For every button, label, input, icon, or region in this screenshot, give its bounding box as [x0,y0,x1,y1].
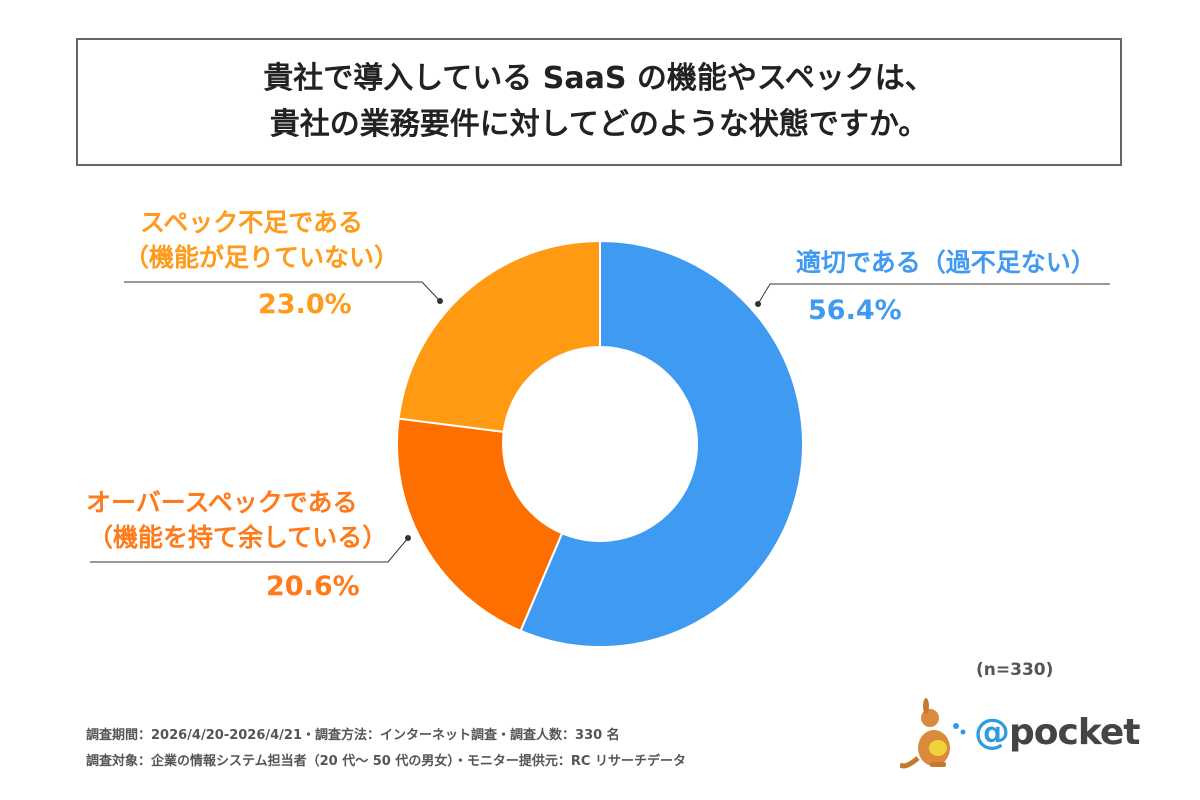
footer-survey-info: 調査期間：2026/4/20-2026/4/21・調査方法：インターネット調査・… [86,728,620,743]
chart-title-box: 貴社で導入している SaaS の機能やスペックは、 貴社の業務要件に対してどのよ… [76,38,1122,166]
pocket-logo-word: pocket [1009,712,1140,753]
slice-value-insufficient: 23.0% [258,289,352,320]
leader-appropriate-dot [755,301,761,307]
chart-title-line-2: 貴社の業務要件に対してどのような状態ですか。 [269,107,929,142]
slice-label-overspec-line2: （機能を持て余している） [88,523,388,552]
pocket-logo: @pocket [897,696,1140,776]
slice-appropriate [519,239,804,648]
kangaroo-icon [897,698,966,769]
leader-appropriate [757,283,1110,305]
leader-insufficient [124,281,441,302]
slice-label-overspec-line1: オーバースペックである [86,488,358,517]
slice-value-overspec: 20.6% [266,571,360,602]
leader-overspec-dot [405,535,411,541]
leader-insufficient-dot [437,298,443,304]
slice-label-appropriate: 適切である（過不足ない） [796,248,1096,277]
slice-value-appropriate: 56.4% [808,295,902,326]
chart-title-line-1: 貴社で導入している SaaS の機能やスペックは、 [263,61,935,96]
pocket-logo-at: @ [974,712,1010,753]
slice-insufficient [397,239,601,433]
footer-survey-target: 調査対象：企業の情報システム担当者（20 代～ 50 代の男女）・モニター提供元… [86,754,686,769]
sample-size: (n=330) [976,660,1054,680]
slice-label-insufficient-line2: （機能が足りていない） [124,243,400,272]
leader-overspec [90,537,409,563]
slice-overspec [396,417,564,633]
pocket-logo-text: @pocket [974,712,1140,753]
slice-label-insufficient-line1: スペック不足である [140,208,364,237]
